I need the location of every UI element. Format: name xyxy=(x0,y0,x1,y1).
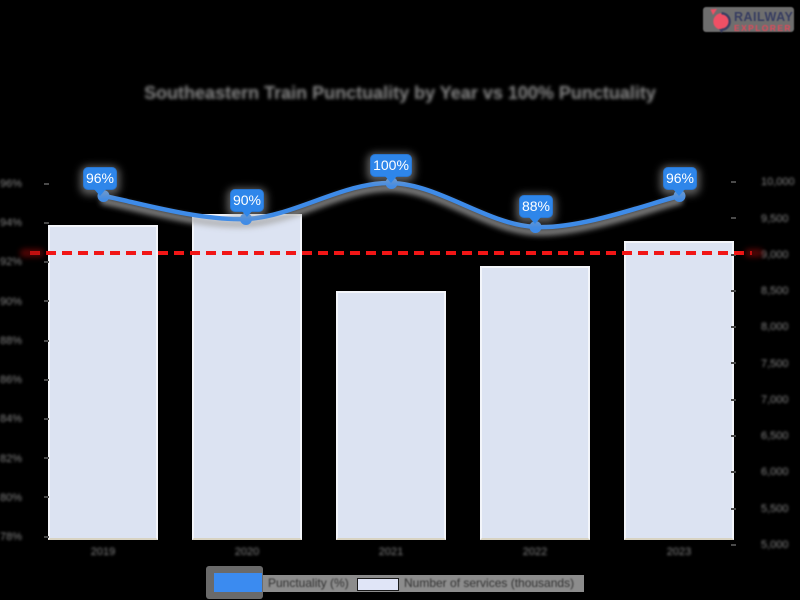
svg-text:RAILWAY: RAILWAY xyxy=(734,10,793,24)
svg-text:EXPLORER: EXPLORER xyxy=(734,23,792,33)
